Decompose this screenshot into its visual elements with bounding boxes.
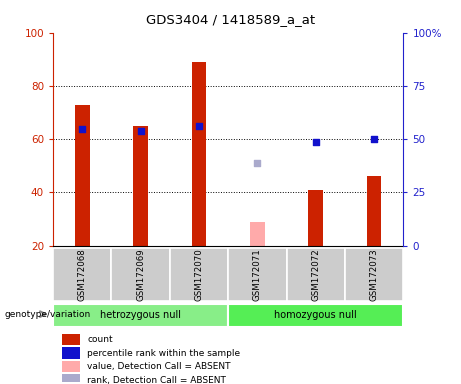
Bar <box>53 248 112 301</box>
Bar <box>345 248 403 301</box>
Text: homozygous null: homozygous null <box>274 310 357 320</box>
Bar <box>170 248 228 301</box>
Text: GSM172068: GSM172068 <box>78 248 87 301</box>
Bar <box>62 361 80 372</box>
Text: count: count <box>88 335 113 344</box>
Text: rank, Detection Call = ABSENT: rank, Detection Call = ABSENT <box>88 376 226 384</box>
Bar <box>133 126 148 246</box>
Bar <box>75 104 89 246</box>
Point <box>78 126 86 132</box>
Text: GSM172073: GSM172073 <box>370 248 378 301</box>
Point <box>195 123 203 129</box>
Text: GSM172072: GSM172072 <box>311 248 320 301</box>
Point <box>137 128 144 134</box>
Bar <box>250 222 265 246</box>
Bar <box>62 334 80 345</box>
Text: value, Detection Call = ABSENT: value, Detection Call = ABSENT <box>88 362 231 371</box>
Bar <box>192 62 207 246</box>
Bar <box>62 374 80 384</box>
Bar <box>287 248 345 301</box>
Text: GSM172069: GSM172069 <box>136 248 145 301</box>
Point <box>312 139 319 145</box>
Bar <box>112 248 170 301</box>
Bar <box>53 303 228 327</box>
Text: GSM172071: GSM172071 <box>253 248 262 301</box>
Text: percentile rank within the sample: percentile rank within the sample <box>88 349 241 358</box>
Text: GDS3404 / 1418589_a_at: GDS3404 / 1418589_a_at <box>146 13 315 26</box>
Bar <box>367 177 382 246</box>
Bar <box>228 248 287 301</box>
Point <box>371 136 378 142</box>
Bar <box>62 348 80 359</box>
Text: genotype/variation: genotype/variation <box>5 310 91 319</box>
Point <box>254 160 261 166</box>
Text: hetrozygous null: hetrozygous null <box>100 310 181 320</box>
Bar <box>228 303 403 327</box>
Text: GSM172070: GSM172070 <box>195 248 203 301</box>
Bar <box>308 190 323 246</box>
